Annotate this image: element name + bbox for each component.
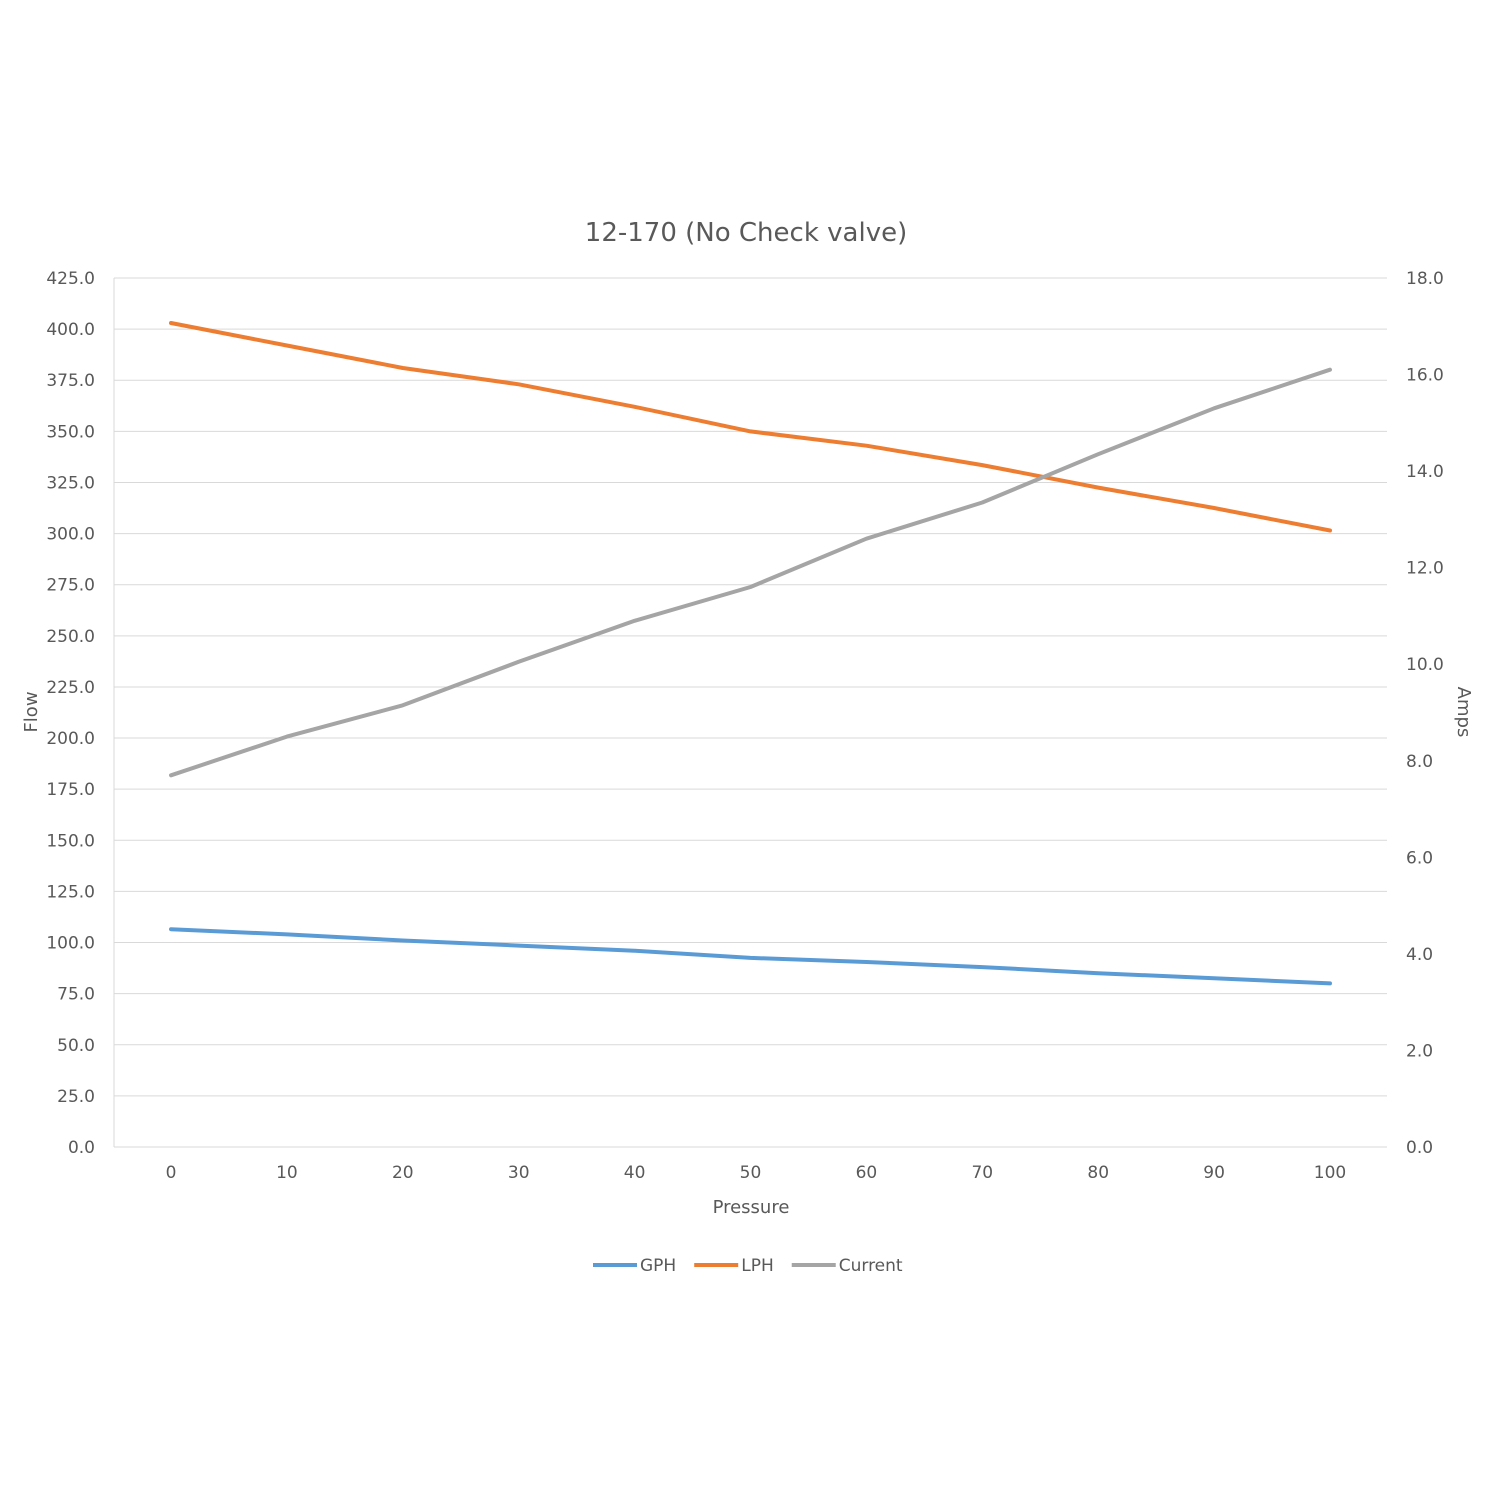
y-tick-label: 150.0 [46,831,95,851]
y2-axis-ticks: 0.0 2.0 4.0 6.0 8.0 10.0 12.0 14.0 16.0 18.0 [1406,269,1444,1158]
y-tick-label: 350.0 [46,422,95,442]
y-tick-label: 50.0 [57,1036,95,1056]
y-tick-label: 325.0 [46,473,95,493]
series-lines [169,321,1332,986]
x-tick-label: 60 [856,1163,878,1183]
y-tick-label: 75.0 [57,985,95,1005]
y-tick-label: 225.0 [46,678,95,698]
x-tick-label: 20 [392,1163,414,1183]
x-axis-ticks: 0 10 20 30 40 50 60 70 80 90 100 [166,1163,1347,1183]
y-tick-label: 125.0 [46,882,95,902]
series-line-current [169,367,1332,778]
legend-label: LPH [741,1256,774,1276]
y2-tick-label: 14.0 [1406,462,1444,482]
y-tick-label: 250.0 [46,627,95,647]
y-tick-label: 100.0 [46,934,95,954]
y2-tick-label: 6.0 [1406,848,1433,868]
chart-title: 12-170 (No Check valve) [585,218,907,248]
x-tick-label: 80 [1087,1163,1109,1183]
series-line-lph [169,321,1332,533]
gridlines [113,277,1387,1148]
y-tick-label: 375.0 [46,371,95,391]
y-axis-label: Flow [21,691,42,732]
legend-label: Current [839,1256,903,1276]
legend-label: GPH [640,1256,676,1276]
y2-tick-label: 10.0 [1406,655,1444,675]
x-tick-label: 70 [971,1163,993,1183]
x-tick-label: 100 [1314,1163,1346,1183]
y-tick-label: 400.0 [46,320,95,340]
series-line-gph [169,927,1332,986]
y-tick-label: 200.0 [46,729,95,749]
y-tick-label: 300.0 [46,525,95,545]
y2-tick-label: 18.0 [1406,269,1444,289]
x-tick-label: 0 [166,1163,177,1183]
x-axis-label: Pressure [713,1197,790,1218]
y2-tick-label: 0.0 [1406,1138,1433,1158]
y-tick-label: 275.0 [46,576,95,596]
legend: GPH LPH Current [593,1256,903,1276]
y2-tick-label: 2.0 [1406,1041,1433,1061]
y2-tick-label: 16.0 [1406,366,1444,386]
y2-tick-label: 12.0 [1406,559,1444,579]
y-axis-ticks: 0.0 25.0 50.0 75.0 100.0 125.0 150.0 175.0 200.0… [46,269,95,1158]
y-tick-label: 25.0 [57,1087,95,1107]
y-tick-label: 425.0 [46,269,95,289]
y-tick-label: 0.0 [68,1138,95,1158]
y-tick-label: 175.0 [46,780,95,800]
y2-tick-label: 4.0 [1406,945,1433,965]
x-tick-label: 90 [1203,1163,1225,1183]
y2-tick-label: 8.0 [1406,752,1433,772]
x-tick-label: 10 [276,1163,298,1183]
y2-axis-label: Amps [1453,687,1474,738]
x-tick-label: 40 [624,1163,646,1183]
x-tick-label: 50 [740,1163,762,1183]
x-tick-label: 30 [508,1163,530,1183]
